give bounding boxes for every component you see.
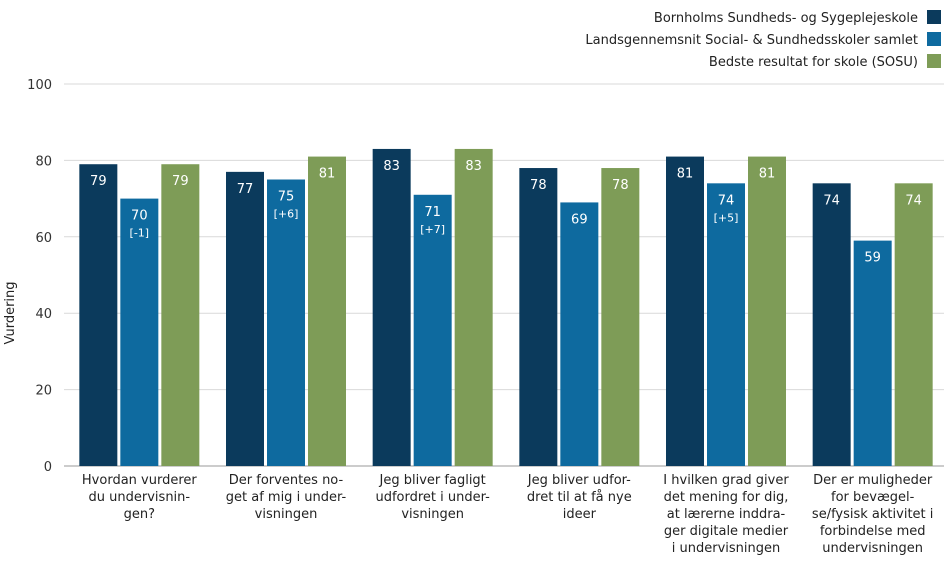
bar bbox=[853, 240, 892, 466]
x-category-label: undervisningen bbox=[822, 541, 923, 556]
data-label: 74 bbox=[718, 193, 735, 208]
legend-entry: Bornholms Sundheds- og Sygeplejeskole bbox=[654, 11, 918, 26]
x-category-label: Jeg bliver udfor- bbox=[527, 473, 631, 488]
bar bbox=[519, 168, 558, 467]
y-tick-label: 60 bbox=[35, 231, 52, 246]
x-category-label: Jeg bliver fagligt bbox=[379, 473, 486, 488]
x-category-label: udfordret i under- bbox=[375, 490, 490, 505]
grid-lines bbox=[64, 83, 944, 467]
legend-entry: Bedste resultat for skole (SOSU) bbox=[709, 55, 918, 70]
legend-swatch bbox=[927, 32, 941, 46]
bar bbox=[226, 171, 264, 467]
difference-label: [+5] bbox=[714, 211, 739, 224]
y-tick-label: 40 bbox=[35, 307, 52, 322]
data-label: 78 bbox=[612, 178, 629, 193]
data-label: 70 bbox=[131, 209, 148, 224]
y-tick-label: 20 bbox=[35, 384, 52, 399]
x-category-label: i undervisningen bbox=[672, 541, 780, 556]
bar bbox=[560, 202, 599, 467]
legend-swatch bbox=[927, 10, 941, 24]
bar bbox=[161, 164, 200, 466]
data-label: 83 bbox=[383, 159, 400, 174]
bar bbox=[894, 183, 933, 466]
x-category-label: Hvordan vurderer bbox=[82, 473, 197, 488]
data-label: 83 bbox=[465, 159, 482, 174]
x-category-label: det mening for dig, bbox=[664, 490, 789, 505]
x-category-label: get af mig i under- bbox=[226, 490, 347, 505]
data-label: 77 bbox=[237, 182, 254, 197]
bar bbox=[454, 148, 493, 466]
x-category-label: at lærerne inddra- bbox=[667, 507, 786, 522]
bar bbox=[707, 183, 745, 466]
bar bbox=[812, 183, 851, 466]
x-category-label: ger digitale medier bbox=[664, 524, 789, 539]
y-tick-label: 0 bbox=[44, 460, 52, 475]
x-category-label: Der forventes no- bbox=[229, 473, 344, 488]
x-category-label: du undervisnin- bbox=[89, 490, 191, 505]
bar bbox=[79, 164, 118, 466]
data-label: 69 bbox=[571, 212, 588, 227]
legend-entry: Landsgennemsnit Social- & Sundhedsskoler… bbox=[585, 33, 918, 48]
x-category-label: dret til at få nye bbox=[527, 490, 632, 505]
data-label: 74 bbox=[905, 193, 922, 208]
y-axis-label: Vurdering bbox=[3, 281, 18, 344]
data-label: 81 bbox=[759, 167, 776, 182]
bar bbox=[267, 179, 305, 466]
data-label: 59 bbox=[864, 251, 881, 266]
x-category-label: visningen bbox=[401, 507, 464, 522]
bar bbox=[308, 156, 346, 466]
data-label: 78 bbox=[530, 178, 547, 193]
y-tick-label: 100 bbox=[27, 78, 52, 93]
x-category-label: gen? bbox=[124, 507, 155, 522]
bar bbox=[666, 156, 704, 466]
data-label: 81 bbox=[319, 167, 336, 182]
difference-label: [+7] bbox=[420, 223, 445, 236]
difference-label: [+6] bbox=[274, 208, 299, 221]
bars: 79 70 [-1] 79 77 75 [+6] 81 83 71 [+7] 83 78 69 78 81 74… bbox=[79, 148, 933, 467]
data-label: 79 bbox=[172, 174, 189, 189]
data-label: 79 bbox=[90, 174, 107, 189]
bar bbox=[413, 194, 452, 466]
bar bbox=[601, 168, 640, 467]
data-label: 71 bbox=[424, 205, 441, 220]
x-category-label: ideer bbox=[563, 507, 597, 522]
legend: Bornholms Sundheds- og Sygeplejeskole Lan… bbox=[585, 10, 941, 70]
x-category-label: Der er muligheder bbox=[813, 473, 933, 488]
legend-swatch bbox=[927, 54, 941, 68]
x-category-label: for bevægel- bbox=[831, 490, 915, 505]
x-category-label: forbindelse med bbox=[820, 524, 926, 539]
data-label: 75 bbox=[278, 190, 295, 205]
data-label: 74 bbox=[823, 193, 840, 208]
y-axis: 0 20 40 60 80 100 bbox=[27, 78, 52, 475]
x-category-label: I hvilken grad giver bbox=[663, 473, 789, 488]
bar bbox=[120, 198, 159, 466]
bar bbox=[748, 156, 786, 466]
data-label: 81 bbox=[677, 167, 694, 182]
x-category-label: visningen bbox=[255, 507, 318, 522]
difference-label: [-1] bbox=[130, 227, 150, 240]
y-tick-label: 80 bbox=[35, 154, 52, 169]
x-axis-categories: Hvordan vurderer du undervisnin-gen? Der f… bbox=[82, 473, 933, 556]
x-category-label: se/fysisk aktivitet i bbox=[812, 507, 933, 522]
bar bbox=[372, 148, 411, 466]
